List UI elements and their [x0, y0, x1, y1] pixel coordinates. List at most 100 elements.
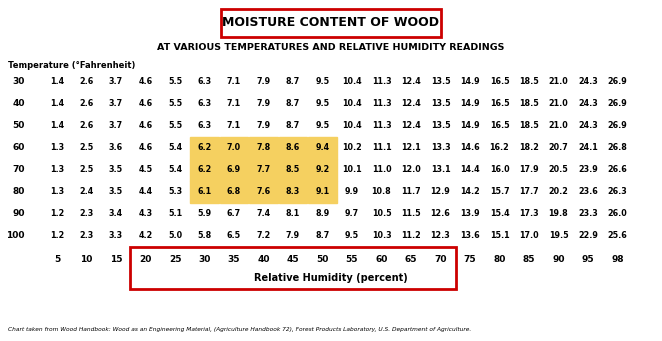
Text: 11.3: 11.3: [371, 77, 391, 87]
Text: 12.6: 12.6: [430, 209, 450, 219]
Text: 7.1: 7.1: [227, 121, 241, 131]
Text: Temperature (°Fahrenheit): Temperature (°Fahrenheit): [8, 61, 135, 71]
Text: 70: 70: [434, 255, 447, 264]
Text: 3.6: 3.6: [109, 144, 123, 152]
Text: 7.1: 7.1: [227, 77, 241, 87]
Bar: [220, 160, 248, 181]
Text: 20: 20: [139, 255, 152, 264]
Text: 9.4: 9.4: [315, 144, 330, 152]
Bar: [220, 137, 248, 160]
Text: 60: 60: [375, 255, 388, 264]
Text: 8.1: 8.1: [286, 209, 300, 219]
Text: 20.2: 20.2: [549, 188, 569, 196]
Text: 13.5: 13.5: [431, 100, 450, 108]
Text: 15.1: 15.1: [490, 232, 509, 240]
Text: 50: 50: [13, 121, 25, 131]
Text: 11.7: 11.7: [401, 188, 421, 196]
Text: 2.6: 2.6: [79, 121, 93, 131]
Text: 5.5: 5.5: [168, 77, 182, 87]
Text: Relative Humidity (percent): Relative Humidity (percent): [254, 273, 408, 283]
Text: 12.1: 12.1: [401, 144, 421, 152]
Text: 15.4: 15.4: [490, 209, 509, 219]
Text: 5.3: 5.3: [168, 188, 182, 196]
Text: 11.3: 11.3: [371, 100, 391, 108]
Bar: [279, 160, 307, 181]
Text: 40: 40: [258, 255, 269, 264]
Text: 7.8: 7.8: [256, 144, 271, 152]
Text: 18.5: 18.5: [519, 77, 539, 87]
Text: 2.5: 2.5: [79, 144, 93, 152]
Text: 2.6: 2.6: [79, 100, 93, 108]
Text: 24.3: 24.3: [578, 121, 598, 131]
Text: 40: 40: [13, 100, 25, 108]
Text: 9.1: 9.1: [315, 188, 330, 196]
Text: 9.2: 9.2: [315, 165, 330, 175]
Text: 16.5: 16.5: [490, 121, 509, 131]
Text: 11.0: 11.0: [371, 165, 391, 175]
Text: 26.8: 26.8: [608, 144, 628, 152]
Text: 3.5: 3.5: [109, 188, 123, 196]
Text: 65: 65: [404, 255, 417, 264]
Text: MOISTURE CONTENT OF WOOD: MOISTURE CONTENT OF WOOD: [222, 16, 440, 30]
Text: 18.2: 18.2: [519, 144, 539, 152]
Text: 26.0: 26.0: [608, 209, 628, 219]
Text: 7.7: 7.7: [256, 165, 271, 175]
Text: 4.3: 4.3: [138, 209, 152, 219]
Text: 23.6: 23.6: [578, 188, 598, 196]
Text: 35: 35: [228, 255, 240, 264]
Text: 3.7: 3.7: [109, 100, 123, 108]
Text: 23.9: 23.9: [578, 165, 598, 175]
Text: 25: 25: [169, 255, 181, 264]
Text: 7.4: 7.4: [256, 209, 271, 219]
Text: 12.4: 12.4: [401, 100, 421, 108]
Text: 6.3: 6.3: [197, 121, 212, 131]
Text: 8.7: 8.7: [286, 121, 300, 131]
Text: 23.3: 23.3: [578, 209, 598, 219]
Text: 5.5: 5.5: [168, 121, 182, 131]
Text: 1.3: 1.3: [50, 144, 64, 152]
Text: 11.1: 11.1: [371, 144, 391, 152]
Text: 14.9: 14.9: [460, 121, 480, 131]
Text: 24.3: 24.3: [578, 77, 598, 87]
Text: 98: 98: [611, 255, 624, 264]
Text: 1.3: 1.3: [50, 165, 64, 175]
Text: 15: 15: [110, 255, 122, 264]
Text: 55: 55: [346, 255, 358, 264]
Text: 25.6: 25.6: [608, 232, 628, 240]
Text: 3.3: 3.3: [109, 232, 123, 240]
Text: 95: 95: [582, 255, 594, 264]
Text: 5.4: 5.4: [168, 144, 182, 152]
Text: 4.6: 4.6: [138, 77, 152, 87]
Bar: [191, 160, 218, 181]
Text: 26.9: 26.9: [608, 121, 628, 131]
Text: 14.6: 14.6: [460, 144, 480, 152]
Text: 6.7: 6.7: [227, 209, 241, 219]
Text: 17.3: 17.3: [519, 209, 539, 219]
Text: 5: 5: [54, 255, 60, 264]
Text: 5.0: 5.0: [168, 232, 182, 240]
Text: 50: 50: [316, 255, 329, 264]
Text: 18.5: 18.5: [519, 100, 539, 108]
Text: 13.6: 13.6: [460, 232, 480, 240]
Text: 6.3: 6.3: [197, 77, 212, 87]
Text: 26.6: 26.6: [608, 165, 628, 175]
Text: 20.5: 20.5: [549, 165, 569, 175]
Text: 5.1: 5.1: [168, 209, 182, 219]
Text: 14.9: 14.9: [460, 77, 480, 87]
Text: 24.1: 24.1: [578, 144, 598, 152]
Text: 6.2: 6.2: [197, 165, 212, 175]
Text: 80: 80: [13, 188, 25, 196]
Text: Chart taken from Wood Handbook: Wood as an Engineering Material, (Agriculture Ha: Chart taken from Wood Handbook: Wood as …: [8, 327, 471, 332]
Text: 2.4: 2.4: [79, 188, 93, 196]
Text: 1.3: 1.3: [50, 188, 64, 196]
Text: 9.7: 9.7: [345, 209, 359, 219]
Text: 2.3: 2.3: [79, 209, 93, 219]
Text: 16.2: 16.2: [490, 144, 509, 152]
Text: 6.5: 6.5: [227, 232, 241, 240]
Text: 21.0: 21.0: [549, 100, 569, 108]
Text: 5.4: 5.4: [168, 165, 182, 175]
Text: 22.9: 22.9: [578, 232, 598, 240]
Text: 13.9: 13.9: [460, 209, 480, 219]
Text: 12.4: 12.4: [401, 77, 421, 87]
Text: 100: 100: [7, 232, 25, 240]
